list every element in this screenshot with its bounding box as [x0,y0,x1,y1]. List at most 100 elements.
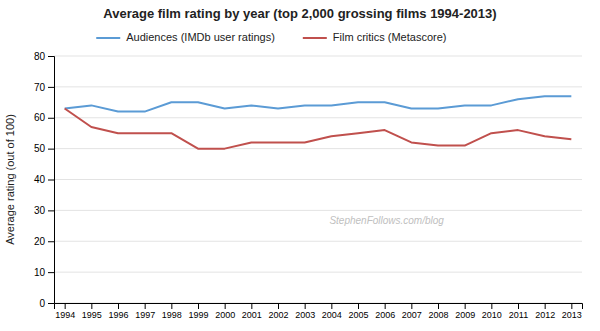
x-tick-mark [305,303,306,309]
legend-swatch [96,37,120,39]
x-tick: 2013 [562,303,582,320]
grid-line [54,179,582,180]
x-tick: 1994 [55,303,75,320]
x-tick-label: 2011 [509,310,528,320]
x-tick-label: 2005 [348,310,368,320]
annotation: StephenFollows.com/blog [329,215,444,226]
y-tick-mark [48,303,54,304]
x-axis-line [55,304,583,310]
x-tick-mark [518,303,519,309]
grid-line [54,210,582,211]
y-tick: 80 [34,51,54,62]
y-tick-mark [48,56,54,57]
grid-line [54,117,582,118]
x-tick-mark [465,303,466,309]
y-tick: 30 [34,205,54,216]
legend-swatch [303,37,327,39]
x-tick-mark [278,303,279,309]
legend-item: Film critics (Metascore) [303,31,447,43]
x-tick-label: 1995 [82,310,102,320]
x-tick-label: 2003 [295,310,315,320]
grid-line [54,241,582,242]
x-tick-mark [411,303,412,309]
y-tick: 20 [34,236,54,247]
x-tick-label: 2008 [428,310,448,320]
series-group [65,96,572,148]
x-tick: 1996 [108,303,128,320]
x-tick-label: 2002 [268,310,288,320]
x-tick: 2005 [348,303,368,320]
y-tick-label: 20 [34,236,46,247]
y-tick-label: 40 [34,174,46,185]
y-tick-mark [48,272,54,273]
y-tick-mark [48,241,54,242]
series-line [65,96,572,111]
series-line [65,108,572,148]
x-tick-label: 2009 [455,310,475,320]
x-tick-label: 2012 [535,310,555,320]
plot: 0 10 20 30 40 50 60 70 80 1994 1995 1996 1997 1998 199… [4,51,583,321]
x-tick-mark [65,303,66,309]
y-tick: 50 [34,143,54,154]
x-tick: 2002 [268,303,288,320]
x-tick: 2004 [322,303,342,320]
grid-line [54,148,582,149]
x-tick-label: 1999 [188,310,208,320]
x-tick-label: 2007 [402,310,422,320]
x-axis: 1994199519961997199819992000200120022003… [55,303,583,320]
x-tick-mark [385,303,386,309]
y-tick-mark [48,149,54,150]
y-tick-label: 10 [34,267,46,278]
x-tick-mark [358,303,359,309]
x-tick: 1998 [162,303,182,320]
y-tick-label: 60 [34,112,46,123]
x-tick-label: 2013 [562,310,582,320]
x-tick-mark [491,303,492,309]
x-tick: 2010 [482,303,502,320]
x-tick-label: 1998 [162,310,182,320]
x-tick: 2011 [509,303,528,320]
grid-line [54,56,582,57]
y-tick-label: 0 [39,298,45,309]
legend-item: Audiences (IMDb user ratings) [96,31,275,43]
x-tick-label: 2000 [215,310,235,320]
y-axis-line [48,57,55,304]
x-tick-label: 2004 [322,310,342,320]
x-tick: 2003 [295,303,315,320]
x-tick: 2000 [215,303,235,320]
chart: Average film rating by year (top 2,000 g… [0,0,600,331]
x-tick-mark [225,303,226,309]
x-tick-mark [118,303,119,309]
x-tick: 2008 [428,303,448,320]
grid-line [54,272,582,273]
x-tick: 2007 [402,303,422,320]
y-tick-label: 30 [34,205,46,216]
x-tick-mark [171,303,172,309]
y-label: Average rating (out of 100) [4,114,16,245]
x-tick-mark [145,303,146,309]
y-tick: 0 [39,298,54,309]
y-tick-mark [48,210,54,211]
y-tick: 70 [34,82,54,93]
y-tick-mark [48,118,54,119]
legend: Audiences (IMDb user ratings) Film critic… [96,31,446,43]
x-tick-label: 2010 [482,310,502,320]
x-tick-label: 1994 [55,310,75,320]
y-tick-mark [48,180,54,181]
x-tick: 1999 [188,303,208,320]
x-tick-label: 2006 [375,310,395,320]
y-tick-label: 50 [34,143,46,154]
x-tick-label: 1997 [135,310,155,320]
y-tick: 40 [34,174,54,185]
x-tick-mark [198,303,199,309]
y-tick: 60 [34,112,54,123]
x-tick: 1997 [135,303,155,320]
y-tick-label: 80 [34,51,46,62]
x-tick-mark [545,303,546,309]
x-tick-label: 1996 [108,310,128,320]
grid-line [54,86,582,87]
title: Average film rating by year (top 2,000 g… [103,6,496,21]
x-tick: 1995 [82,303,102,320]
x-tick-mark [438,303,439,309]
y-tick: 10 [34,267,54,278]
